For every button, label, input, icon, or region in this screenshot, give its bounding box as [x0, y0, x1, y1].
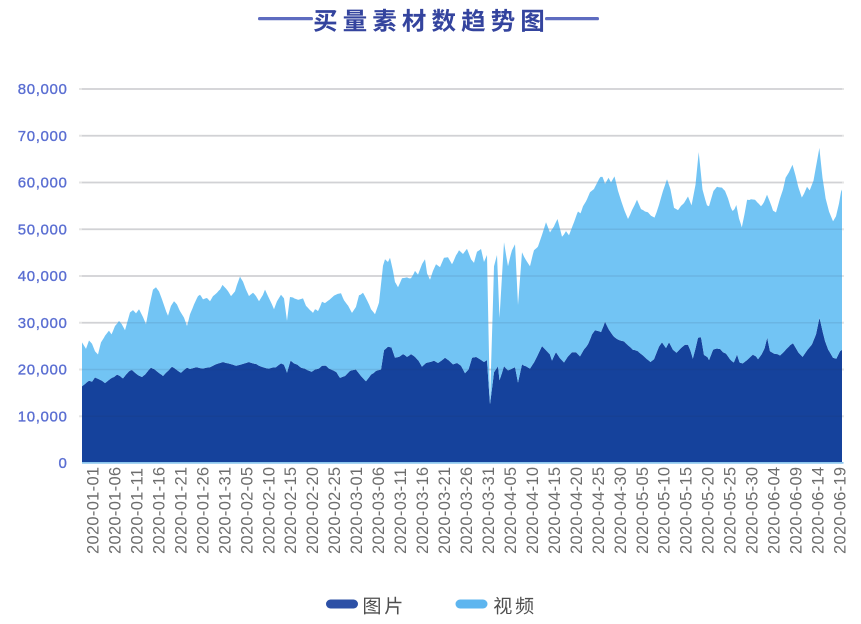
svg-text:2020-01-06: 2020-01-06	[106, 467, 124, 554]
svg-text:2020-06-14: 2020-06-14	[810, 467, 828, 554]
svg-text:70,000: 70,000	[18, 128, 68, 145]
svg-text:2020-05-15: 2020-05-15	[678, 467, 696, 554]
svg-text:2020-03-16: 2020-03-16	[414, 467, 432, 554]
svg-text:2020-06-04: 2020-06-04	[766, 467, 784, 554]
svg-text:2020-04-30: 2020-04-30	[612, 467, 630, 554]
svg-text:2020-05-05: 2020-05-05	[634, 467, 652, 554]
svg-text:2020-06-19: 2020-06-19	[831, 467, 849, 554]
svg-text:2020-02-20: 2020-02-20	[304, 467, 322, 554]
svg-text:2020-02-15: 2020-02-15	[282, 467, 300, 554]
svg-text:2020-06-09: 2020-06-09	[788, 467, 806, 554]
svg-text:2020-04-05: 2020-04-05	[502, 467, 520, 554]
svg-text:2020-03-21: 2020-03-21	[436, 467, 454, 554]
svg-text:2020-02-10: 2020-02-10	[260, 467, 278, 554]
svg-text:10,000: 10,000	[18, 408, 68, 425]
svg-text:2020-05-10: 2020-05-10	[656, 467, 674, 554]
svg-text:60,000: 60,000	[18, 175, 68, 192]
svg-text:80,000: 80,000	[18, 81, 68, 98]
svg-text:30,000: 30,000	[18, 315, 68, 332]
svg-text:2020-03-01: 2020-03-01	[348, 467, 366, 554]
svg-text:40,000: 40,000	[18, 268, 68, 285]
svg-text:2020-01-31: 2020-01-31	[216, 467, 234, 554]
svg-text:2020-01-21: 2020-01-21	[172, 467, 190, 554]
svg-text:2020-05-25: 2020-05-25	[722, 467, 740, 554]
svg-text:2020-04-15: 2020-04-15	[546, 467, 564, 554]
svg-text:2020-02-05: 2020-02-05	[238, 467, 256, 554]
svg-text:2020-01-16: 2020-01-16	[150, 467, 168, 554]
svg-text:2020-05-20: 2020-05-20	[700, 467, 718, 554]
svg-text:2020-05-30: 2020-05-30	[744, 467, 762, 554]
svg-text:2020-03-06: 2020-03-06	[370, 467, 388, 554]
svg-text:20,000: 20,000	[18, 362, 68, 379]
svg-text:2020-04-20: 2020-04-20	[568, 467, 586, 554]
svg-text:2020-04-25: 2020-04-25	[590, 467, 608, 554]
svg-text:2020-04-10: 2020-04-10	[524, 467, 542, 554]
svg-text:0: 0	[59, 455, 68, 472]
svg-text:50,000: 50,000	[18, 221, 68, 238]
svg-text:2020-01-26: 2020-01-26	[194, 467, 212, 554]
svg-text:2020-03-11: 2020-03-11	[392, 468, 410, 554]
svg-text:2020-01-01: 2020-01-01	[85, 467, 103, 554]
svg-text:2020-01-11: 2020-01-11	[128, 468, 146, 554]
svg-text:2020-03-31: 2020-03-31	[480, 467, 498, 554]
svg-text:2020-02-25: 2020-02-25	[326, 467, 344, 554]
svg-text:2020-03-26: 2020-03-26	[458, 467, 476, 554]
